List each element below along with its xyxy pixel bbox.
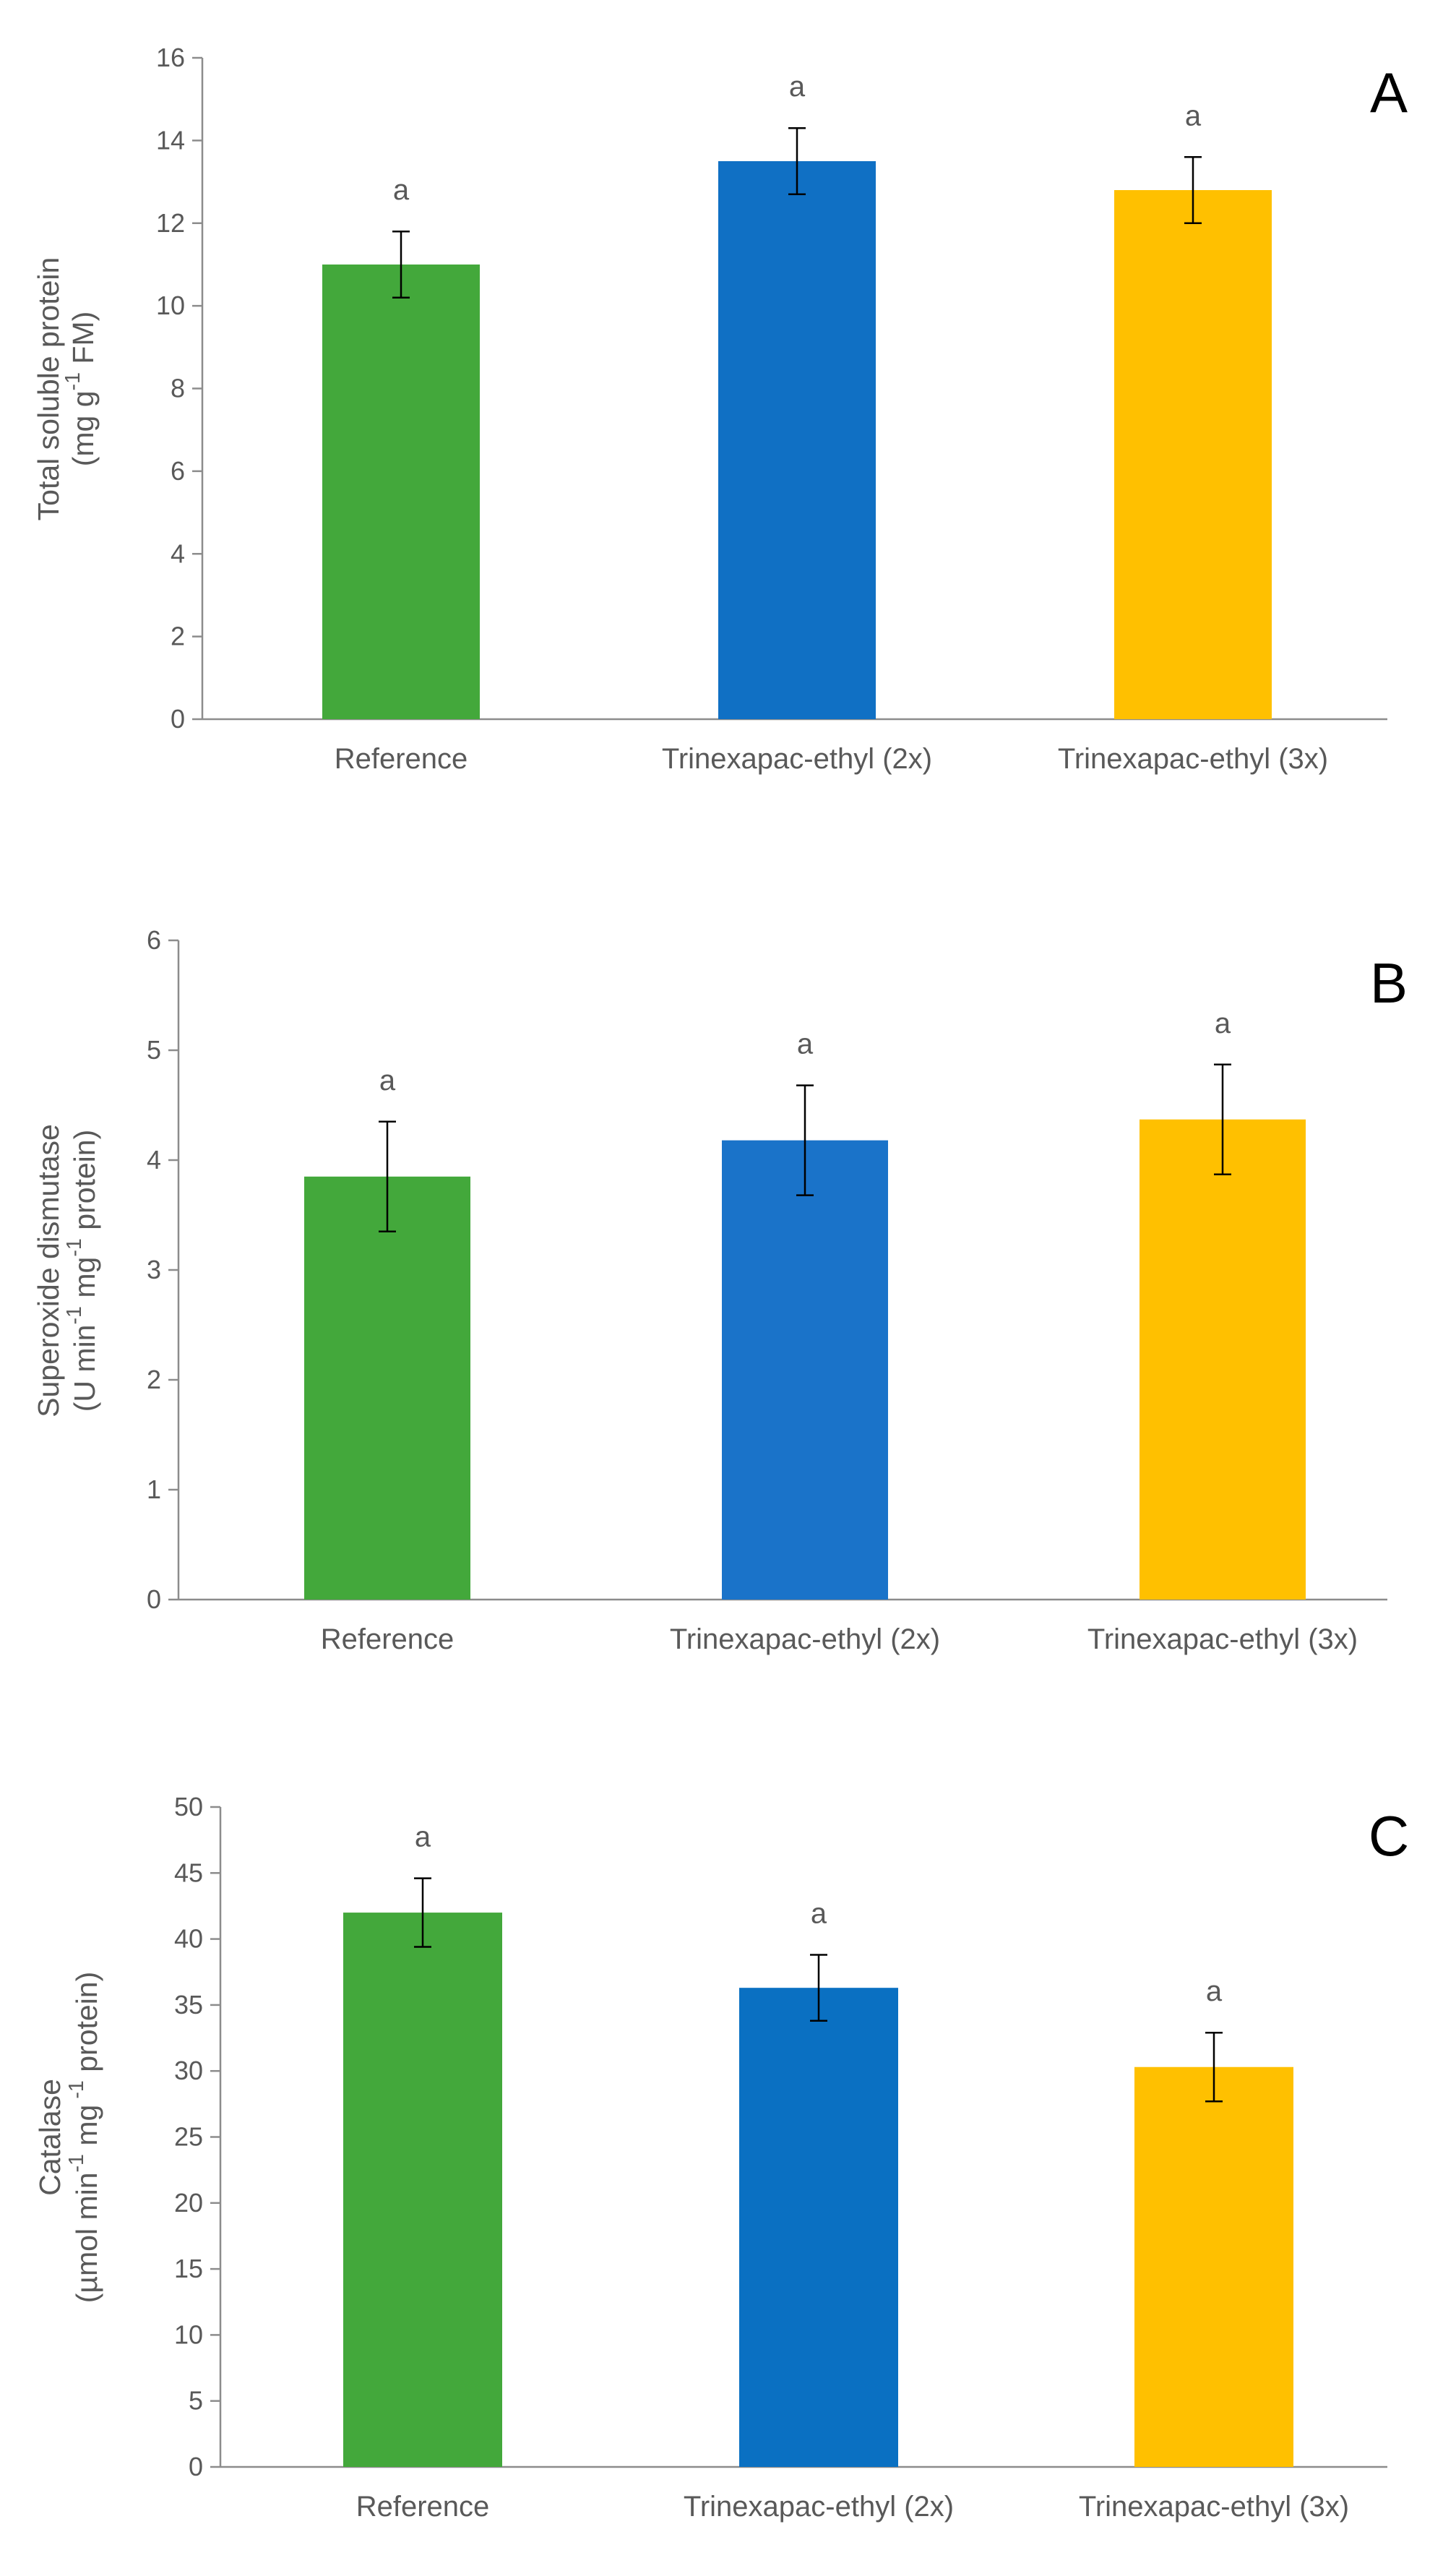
y-tick-label: 0 [189,2452,203,2481]
x-category-label: Trinexapac-ethyl (2x) [662,743,932,775]
y-tick-label: 5 [189,2386,203,2416]
y-tick-label: 15 [174,2254,203,2283]
significance-label: a [811,1898,827,1930]
bar-1 [343,1913,502,2467]
y-tick-label: 0 [171,704,185,734]
panel-letter: B [1370,951,1408,1015]
y-tick-label: 4 [147,1145,161,1175]
bar-2 [722,1140,888,1600]
y-tick-label: 35 [174,1990,203,2020]
significance-label: a [1185,100,1202,132]
x-category-label: Trinexapac-ethyl (2x) [670,1623,940,1655]
y-tick-label: 2 [171,622,185,651]
y-tick-label: 3 [147,1255,161,1284]
bar-3 [1114,190,1272,719]
x-category-label: Trinexapac-ethyl (2x) [684,2491,954,2523]
x-category-label: Reference [356,2491,490,2523]
y-tick-label: 12 [156,208,185,238]
chart-panel-c: 0 5 10 15 20 25 30 35 40 45 50 a Reference a Trinexapa… [33,1792,1409,2523]
bar-1 [322,264,480,719]
y-tick-label: 5 [147,1035,161,1065]
y-axis-title: (U min-1 mg-1 protein) [63,1130,101,1412]
x-category-label: Trinexapac-ethyl (3x) [1079,2491,1349,2523]
y-tick-label: 6 [171,456,185,486]
y-axis-title: Total soluble protein [32,257,65,521]
y-tick-label: 50 [174,1792,203,1821]
y-tick-label: 40 [174,1924,203,1954]
y-tick-label: 0 [147,1584,161,1614]
y-tick-label: 10 [156,291,185,320]
chart-panel-a: 0 2 4 6 8 10 12 14 16 a Reference a Trinexapac-ethyl… [32,43,1408,775]
bar-2 [718,160,876,719]
y-tick-label: 30 [174,2056,203,2085]
panel-letter: A [1370,61,1408,124]
y-tick-label: 14 [156,125,185,155]
y-tick-label: 10 [174,2319,203,2349]
x-category-label: Trinexapac-ethyl (3x) [1087,1623,1358,1655]
bar-3 [1140,1119,1306,1600]
y-axis-title: (µmol min-1 mg -1 protein) [65,1972,103,2304]
significance-label: a [393,174,410,206]
y-tick-label: 16 [156,43,185,72]
significance-label: a [415,1821,431,1853]
y-axis-title: (mg g-1 FM) [61,312,100,467]
y-axis-title: Superoxide dismutase [32,1124,65,1417]
chart-panel-b: 0 1 2 3 4 5 6 a Reference a Trinexapac-ethyl (2x) a… [32,925,1408,1655]
significance-label: a [789,71,806,103]
bar-1 [304,1176,470,1600]
y-tick-label: 1 [147,1475,161,1504]
x-category-label: Trinexapac-ethyl (3x) [1058,743,1328,775]
x-category-label: Reference [321,1623,455,1655]
bar-2 [739,1988,898,2467]
bar-3 [1134,2066,1293,2467]
significance-label: a [1206,1975,1223,2007]
panel-letter: C [1369,1804,1409,1868]
x-category-label: Reference [335,743,468,775]
significance-label: a [1215,1008,1231,1039]
y-tick-label: 4 [171,538,185,568]
y-tick-label: 6 [147,925,161,955]
y-tick-label: 25 [174,2122,203,2152]
y-axis-title: Catalase [33,2079,66,2196]
y-tick-label: 45 [174,1858,203,1887]
significance-label: a [379,1065,396,1096]
y-tick-label: 20 [174,2188,203,2218]
y-tick-label: 8 [171,374,185,403]
y-tick-label: 2 [147,1365,161,1394]
significance-label: a [797,1029,814,1060]
